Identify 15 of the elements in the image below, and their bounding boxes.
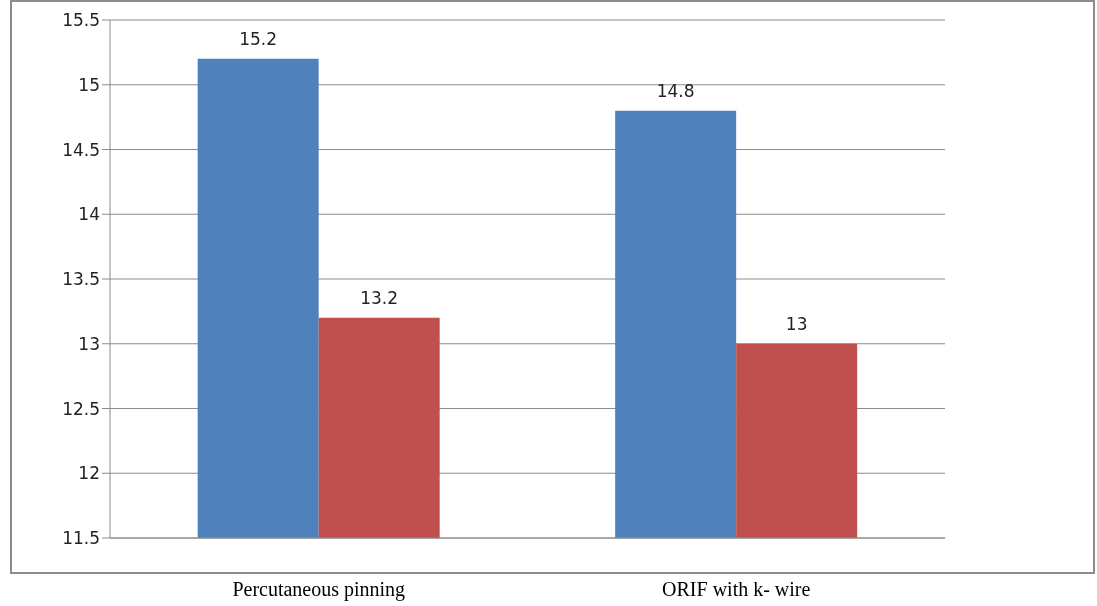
y-tick-label: 13.5 — [62, 269, 100, 290]
x-tick-label: Percutaneous pinning — [232, 578, 406, 601]
y-tick-label: 14 — [78, 204, 100, 225]
y-tick-label: 15 — [78, 74, 100, 95]
y-tick-label: 12.5 — [62, 398, 100, 419]
y-tick-label: 12 — [78, 463, 100, 484]
x-tick-label: ORIF with k- wire — [662, 578, 811, 600]
data-label: 15.2 — [239, 28, 278, 49]
y-tick-label: 15.5 — [62, 10, 100, 31]
y-tick-label: 11.5 — [62, 528, 100, 549]
y-tick-label: 14.5 — [62, 139, 100, 160]
y-tick-label: 13 — [78, 333, 100, 354]
data-label: 13 — [785, 313, 808, 334]
data-label: 14.8 — [656, 80, 695, 101]
data-label: 13.2 — [360, 287, 399, 308]
